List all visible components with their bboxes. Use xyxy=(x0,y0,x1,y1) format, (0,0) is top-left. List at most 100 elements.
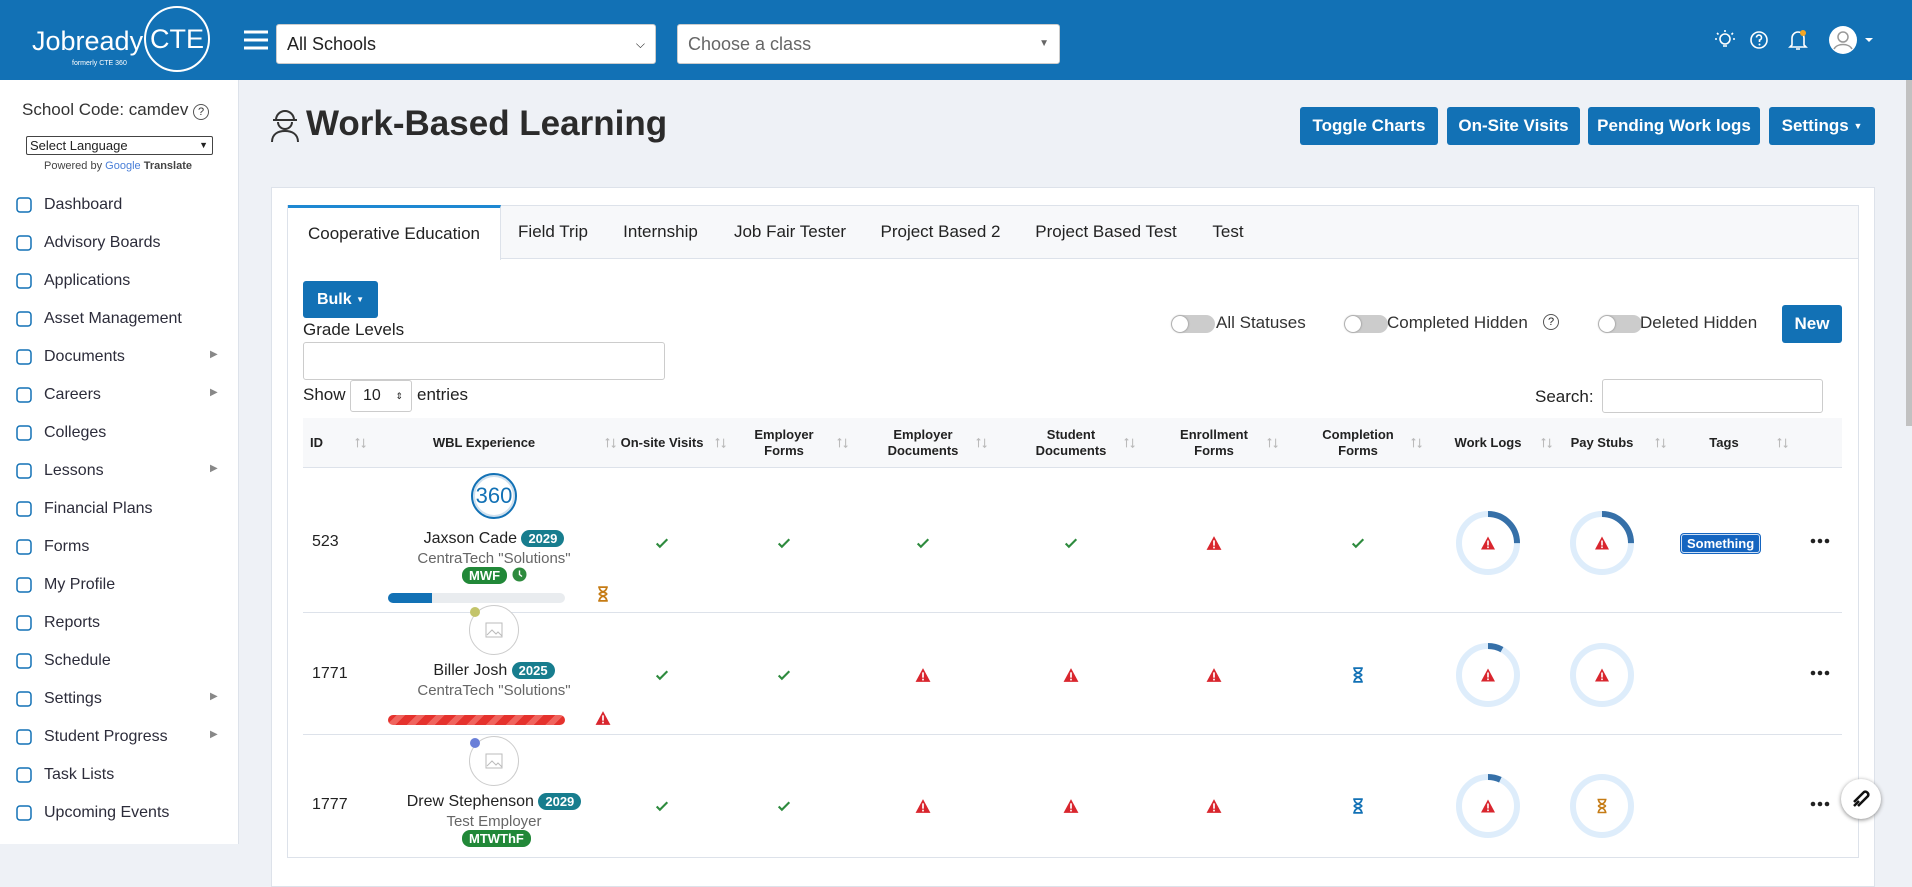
column-header[interactable]: Employer Forms xyxy=(754,427,814,458)
column-header[interactable]: ID xyxy=(310,435,323,450)
nav-item[interactable]: Student Progress xyxy=(14,725,168,749)
column-header[interactable]: Tags xyxy=(1709,435,1739,450)
nav-arrow: ▶ xyxy=(210,349,218,360)
completed-help[interactable]: ? xyxy=(1543,314,1559,330)
tag-badge[interactable]: Something xyxy=(1681,534,1761,553)
tab[interactable]: Job Fair Tester xyxy=(733,222,847,241)
sort-icon[interactable] xyxy=(1776,436,1790,450)
all-statuses-toggle[interactable] xyxy=(1171,315,1215,333)
work-logs-chart[interactable] xyxy=(1453,508,1523,578)
tab[interactable]: Project Based 2 xyxy=(880,222,1001,241)
row-actions[interactable] xyxy=(1810,670,1830,676)
student-name[interactable]: Biller Josh 2025 xyxy=(374,662,614,680)
tab[interactable]: Field Trip xyxy=(518,222,588,241)
column-header[interactable]: Pay Stubs xyxy=(1570,435,1634,450)
nav-item[interactable]: Applications xyxy=(14,269,130,293)
nav-label: Colleges xyxy=(44,424,107,441)
nav-item[interactable]: Asset Management xyxy=(14,307,182,331)
nav-item[interactable]: Dashboard xyxy=(14,193,122,217)
show-label: Show xyxy=(303,385,346,404)
nav-label: My Profile xyxy=(44,576,116,593)
employer: CentraTech "Solutions" xyxy=(417,682,571,699)
nav-item[interactable]: Careers xyxy=(14,383,101,407)
menu-button[interactable] xyxy=(244,30,268,50)
sort-icon[interactable] xyxy=(354,436,368,450)
help-icon[interactable] xyxy=(1749,30,1769,50)
toggle-charts-button[interactable]: Toggle Charts xyxy=(1300,107,1438,145)
tab[interactable]: Test xyxy=(1212,222,1244,241)
sort-icon[interactable] xyxy=(836,436,850,450)
tab-bar xyxy=(287,205,1859,259)
onsite-visits-button[interactable]: On-Site Visits xyxy=(1447,107,1580,145)
pending-work-logs-button[interactable]: Pending Work logs xyxy=(1588,107,1760,145)
column-header[interactable]: Work Logs xyxy=(1454,435,1522,450)
nav-label: Asset Management xyxy=(44,310,182,327)
nav-item[interactable]: Task Lists xyxy=(14,763,114,787)
student-name[interactable]: Drew Stephenson 2029 xyxy=(374,793,614,811)
nav-label: Task Lists xyxy=(44,766,115,783)
entries-label: entries xyxy=(417,385,469,404)
nav-arrow: ▶ xyxy=(210,729,218,740)
nav-icon xyxy=(14,385,34,405)
tab[interactable]: Internship xyxy=(623,222,698,241)
nav-label: Applications xyxy=(44,272,131,289)
status-icon xyxy=(654,798,671,815)
column-header[interactable]: Enrollment Forms xyxy=(1180,427,1248,458)
new-button[interactable]: New xyxy=(1782,305,1842,343)
column-header[interactable]: On-site Visits xyxy=(620,435,704,450)
tab[interactable]: Cooperative Education xyxy=(288,205,501,260)
student-name-text: Biller Josh xyxy=(433,662,508,679)
pay-stubs-chart[interactable] xyxy=(1567,640,1637,710)
grade-levels-input[interactable] xyxy=(303,342,665,380)
nav-item[interactable]: Documents xyxy=(14,345,125,369)
settings-button[interactable]: Settings ▼ xyxy=(1769,107,1875,145)
status-icon xyxy=(1350,535,1367,552)
nav-item[interactable]: Financial Plans xyxy=(14,497,153,521)
search-input[interactable] xyxy=(1602,379,1823,413)
sort-icon[interactable] xyxy=(1410,436,1424,450)
nav-item[interactable]: Lessons xyxy=(14,459,104,483)
work-logs-chart[interactable] xyxy=(1453,640,1523,710)
language-text: Select Language xyxy=(30,138,128,153)
nav-label: Reports xyxy=(44,614,101,631)
nav-item[interactable]: Advisory Boards xyxy=(14,231,161,255)
deleted-hidden-toggle[interactable] xyxy=(1598,315,1642,333)
sort-icon[interactable] xyxy=(1654,436,1668,450)
student-name[interactable]: Jaxson Cade 2029 xyxy=(374,530,614,548)
column-header[interactable]: Employer Documents xyxy=(887,427,959,458)
column-header[interactable]: Student Documents xyxy=(1035,427,1107,458)
tab[interactable]: Project Based Test xyxy=(1035,222,1177,241)
nav-item[interactable]: Settings xyxy=(14,687,102,711)
pay-stubs-chart[interactable] xyxy=(1567,771,1637,841)
work-logs-chart[interactable] xyxy=(1453,771,1523,841)
row-actions[interactable] xyxy=(1810,801,1830,807)
column-header[interactable]: WBL Experience xyxy=(432,435,536,450)
column-header[interactable]: Completion Forms xyxy=(1322,427,1394,458)
notifications-icon[interactable] xyxy=(1787,29,1809,51)
language-select[interactable]: Select Language ▼ xyxy=(26,136,213,155)
bulk-button[interactable]: Bulk ▼ xyxy=(303,281,378,318)
schedule-badge: MTWThF xyxy=(462,830,531,847)
nav-icon xyxy=(14,271,34,291)
row-actions[interactable] xyxy=(1810,538,1830,544)
nav-item[interactable]: Colleges xyxy=(14,421,106,445)
sort-icon[interactable] xyxy=(714,436,728,450)
tips-icon[interactable] xyxy=(1714,29,1736,51)
nav-item[interactable]: Schedule xyxy=(14,649,111,673)
entries-select[interactable]: 10 ⇕ xyxy=(350,380,412,412)
sort-icon[interactable] xyxy=(975,436,989,450)
sort-icon[interactable] xyxy=(1123,436,1137,450)
completed-hidden-toggle[interactable] xyxy=(1344,315,1388,333)
nav-label: Financial Plans xyxy=(44,500,153,517)
user-menu[interactable] xyxy=(1828,25,1874,55)
class-select[interactable]: Choose a class ▼ xyxy=(677,24,1060,64)
nav-item[interactable]: My Profile xyxy=(14,573,115,597)
chat-button[interactable] xyxy=(1841,779,1881,819)
nav-icon xyxy=(14,689,34,709)
nav-item[interactable]: Forms xyxy=(14,535,89,559)
nav-item[interactable]: Upcoming Events xyxy=(14,801,169,825)
sort-icon[interactable] xyxy=(1266,436,1280,450)
school-select[interactable]: All Schools ⌵ xyxy=(276,24,656,64)
pay-stubs-chart[interactable] xyxy=(1567,508,1637,578)
nav-item[interactable]: Reports xyxy=(14,611,100,635)
